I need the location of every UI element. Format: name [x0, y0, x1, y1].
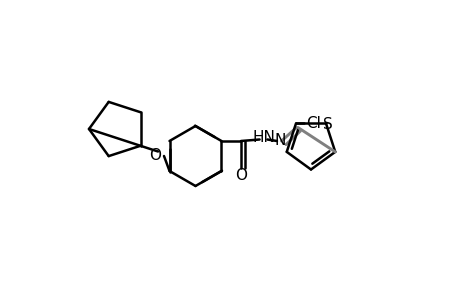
Text: HN: HN [252, 130, 274, 146]
Text: N: N [274, 133, 285, 148]
Text: Cl: Cl [306, 116, 321, 131]
Text: S: S [322, 117, 332, 132]
Text: O: O [235, 168, 246, 183]
Text: O: O [149, 148, 161, 164]
